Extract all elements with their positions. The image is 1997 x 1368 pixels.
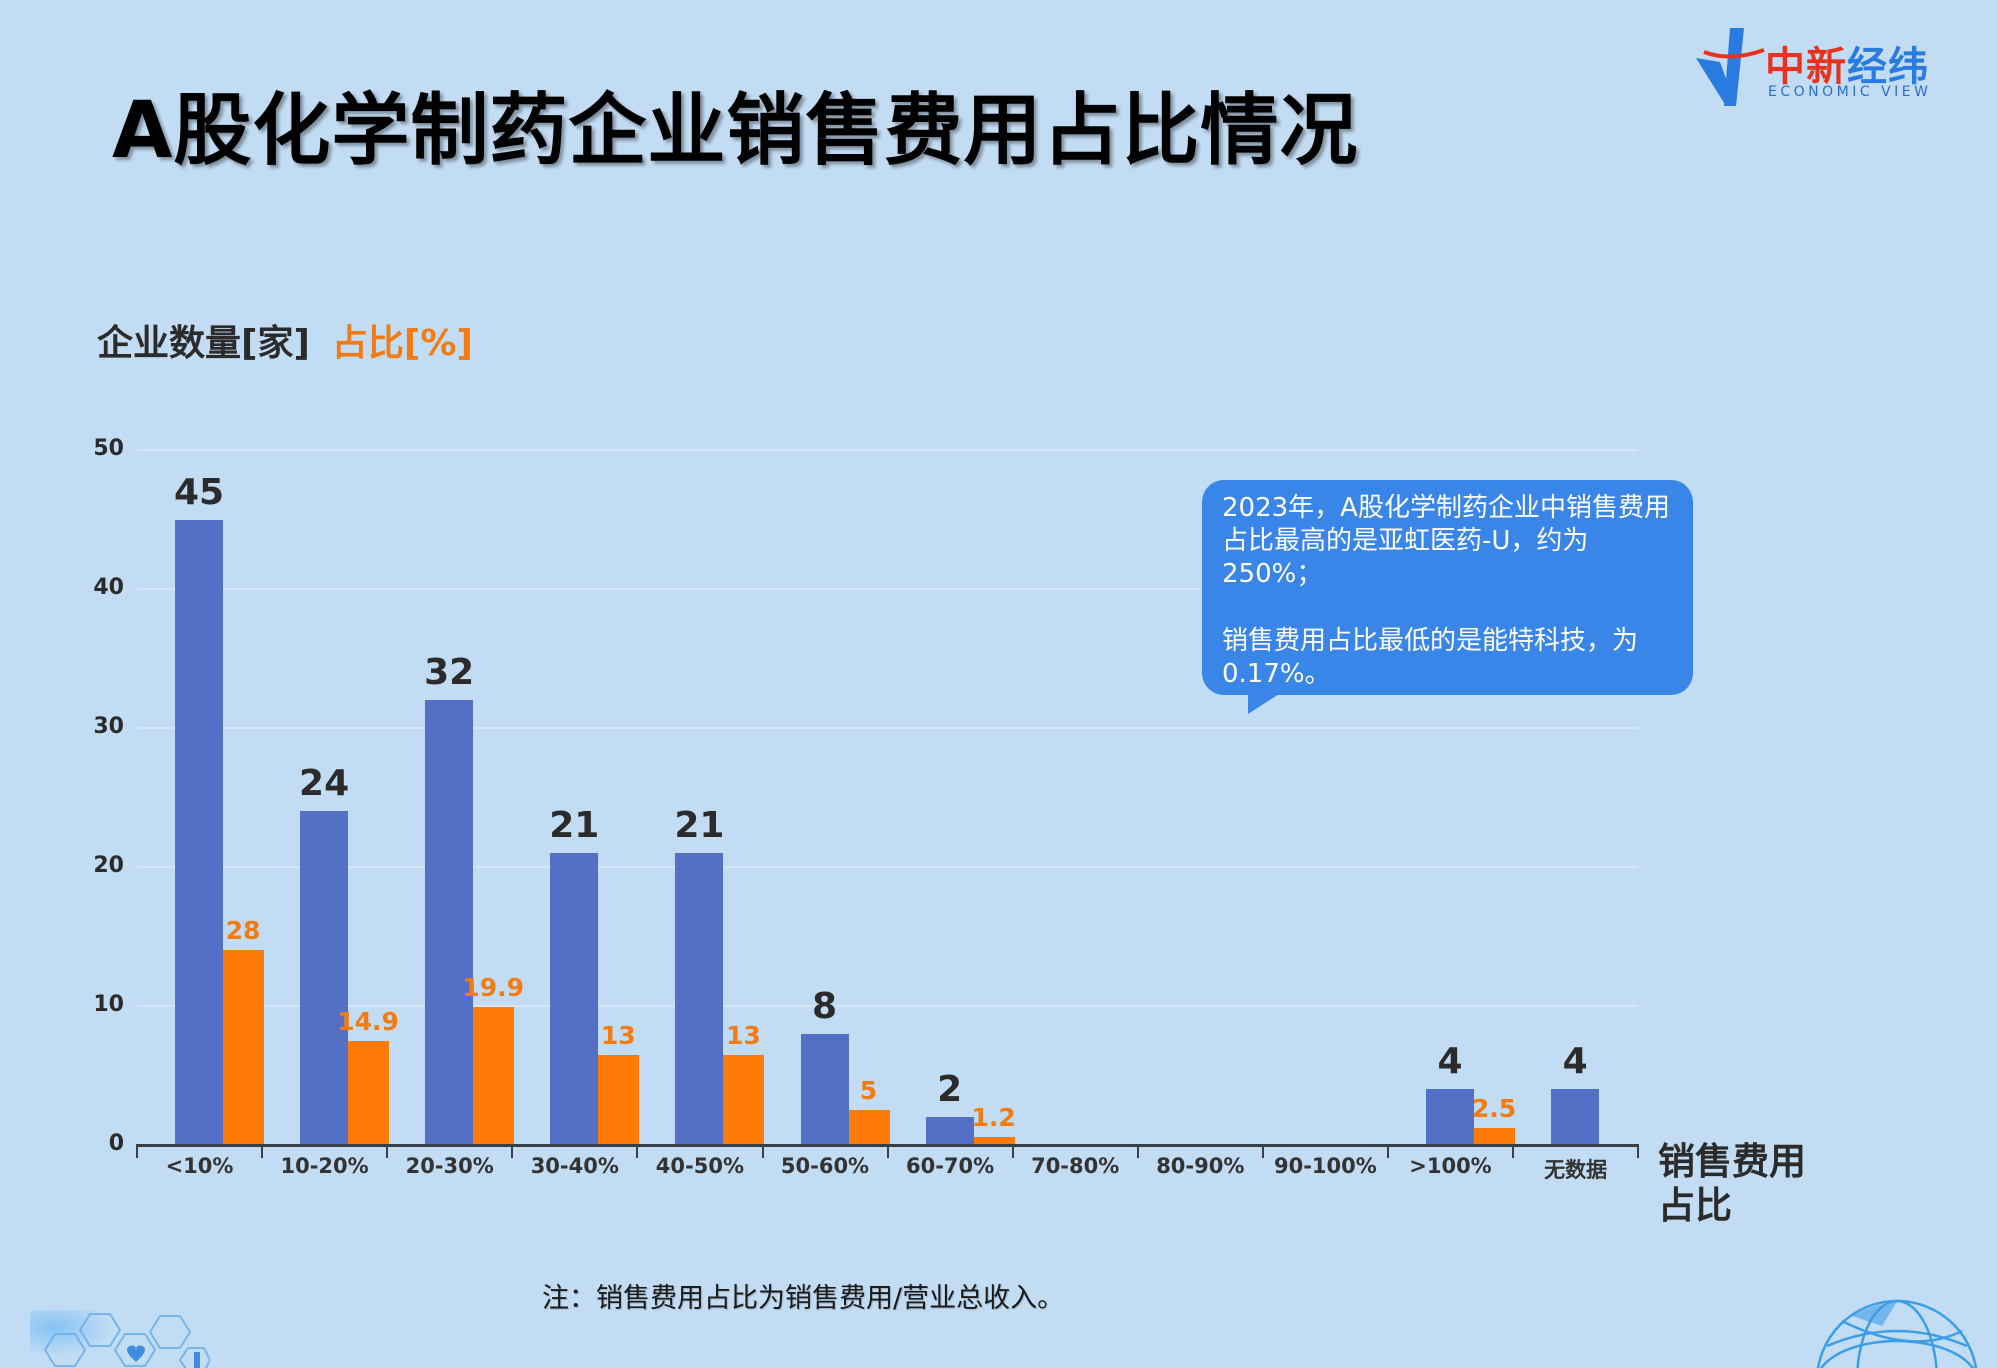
x-tick [636,1144,639,1158]
gridline [137,866,1638,868]
x-axis-line [137,1144,1638,1147]
bar-percent [598,1054,640,1145]
x-tick-label: 20-30% [405,1154,494,1178]
economic-view-logo: 中新经纬 ECONOMIC VIEW [1690,22,1940,112]
value-label-count: 32 [424,652,475,694]
logo-text-en: ECONOMIC VIEW [1768,84,1932,100]
callout-paragraph-2: 销售费用占比最低的是能特科技，为0.17%。 [1222,626,1639,689]
x-tick [1136,1144,1139,1158]
bar-percent [473,1006,515,1145]
bar-percent [973,1136,1015,1145]
bar-count [300,811,349,1145]
bar-count [425,700,474,1145]
value-label-count: 45 [173,471,225,513]
x-tick-label: 60-70% [905,1154,995,1178]
x-tick [261,1144,264,1158]
x-tick-label: 50-60% [780,1154,870,1178]
bar-count [800,1033,849,1145]
value-label-count: 21 [674,805,725,847]
y-tick-label: 50 [93,436,124,461]
value-label-count: 4 [1562,1041,1588,1083]
bar-count [675,853,724,1145]
callout-tail [1248,692,1282,714]
bar-count [1551,1089,1600,1145]
x-tick [1512,1144,1515,1158]
gridline [137,588,1638,590]
bar-percent [1474,1127,1515,1145]
x-tick [511,1144,514,1158]
x-tick-label: >100% [1409,1154,1492,1178]
value-label-percent: 2.5 [1471,1093,1517,1123]
y-tick-label: 10 [93,992,124,1017]
value-label-percent: 13 [600,1020,636,1050]
globe-decoration-icon [1816,1299,1978,1368]
y-axis-title: 企业数量[家] 占比[%] [97,314,473,366]
y-tick-label: 20 [93,853,124,878]
x-tick [1637,1144,1640,1158]
y-axis-title-percent: 占比[%] [331,323,473,364]
value-label-percent: 13 [725,1020,761,1050]
logo-mark-icon [1696,28,1765,106]
x-tick [1387,1144,1389,1158]
callout-text: 2023年，A股化学制药企业中销售费用占比最高的是亚虹医药-U，约为250%； … [1222,492,1677,691]
x-tick [1261,1144,1264,1158]
value-label-percent: 28 [225,916,261,946]
x-tick [136,1144,138,1158]
y-tick-label: 0 [108,1131,124,1156]
value-label-percent: 14.9 [337,1007,399,1037]
annotation-callout: 2023年，A股化学制药企业中销售费用占比最高的是亚虹医药-U，约为250%； … [1202,480,1693,714]
y-tick-label: 40 [93,575,124,600]
x-tick-label: 40-50% [655,1154,744,1178]
logo-text-red: 中新 [1765,44,1847,90]
value-label-percent: 5 [859,1076,878,1106]
x-tick [761,1144,764,1158]
bar-count [550,853,599,1145]
bar-count [1426,1089,1474,1145]
x-tick-label: 无数据 [1544,1158,1608,1182]
gridline [137,449,1638,451]
value-label-percent: 1.2 [971,1102,1016,1132]
bar-percent [723,1054,765,1145]
gridline [137,1005,1638,1007]
value-label-count: 4 [1437,1041,1463,1083]
bar-count [925,1117,974,1145]
x-tick-label: <10% [165,1154,234,1178]
logo-text-blue: 经纬 [1847,44,1929,90]
y-axis-title-count: 企业数量[家] [97,323,310,364]
callout-paragraph-1: 2023年，A股化学制药企业中销售费用占比最高的是亚虹医药-U，约为250%； [1222,493,1670,589]
x-axis-title: 销售费用占比 [1658,1140,1806,1227]
bar-percent [223,950,264,1145]
x-tick [1011,1144,1014,1158]
value-label-count: 21 [549,805,600,847]
value-label-count: 2 [937,1069,963,1111]
value-label-percent: 19.9 [462,972,525,1002]
x-tick-label: 30-40% [530,1154,619,1178]
y-tick-label: 30 [93,714,124,739]
x-tick-label: 90-100% [1273,1154,1377,1178]
gridline [137,727,1638,729]
x-tick-label: 70-80% [1031,1154,1120,1178]
medical-hexagon-decoration-icon [30,1310,210,1368]
bar-percent [848,1110,890,1145]
x-tick [386,1144,389,1158]
x-tick-label: 80-90% [1156,1154,1245,1178]
value-label-count: 8 [811,985,838,1027]
bar-count [175,519,223,1145]
value-label-count: 24 [299,763,350,805]
logo-text-cn: 中新经纬 [1765,34,1929,92]
bar-percent [348,1041,390,1145]
footnote: 注：销售费用占比为销售费用/营业总收入。 [542,1283,1065,1314]
chart-title: A股化学制药企业销售费用占比情况 [112,86,1359,176]
x-tick-label: 10-20% [280,1154,369,1178]
x-tick [886,1144,889,1158]
